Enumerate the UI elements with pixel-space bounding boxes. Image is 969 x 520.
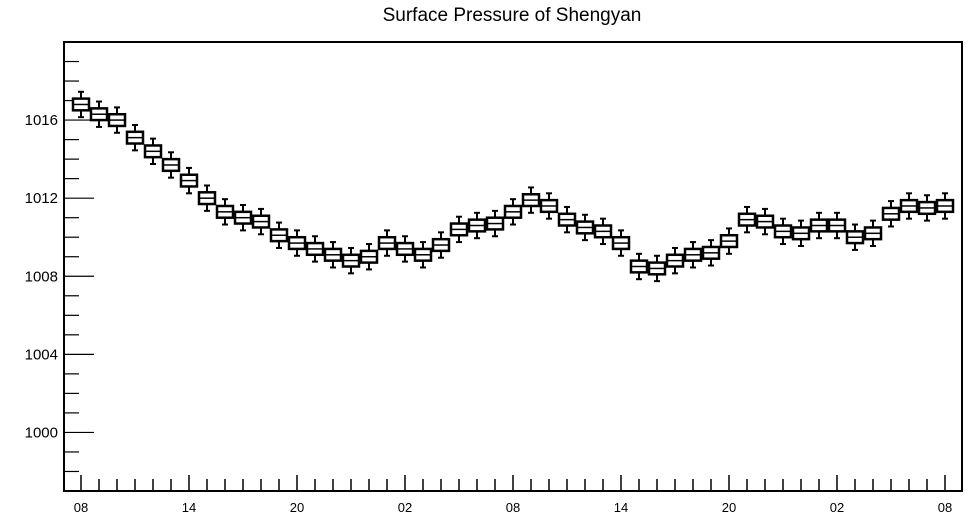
box-plot-item [467, 211, 487, 240]
box-plot-item [611, 229, 631, 257]
box-plot-item [665, 246, 685, 275]
x-tick-label: 20 [290, 500, 304, 515]
box-plot-item [827, 211, 847, 240]
x-tick-label: 14 [182, 500, 196, 515]
box-plot-item [485, 209, 505, 238]
box-plot-item [899, 192, 919, 220]
box-plot-item [575, 213, 595, 242]
x-tick-label: 14 [614, 500, 628, 515]
box-plot-item [269, 221, 289, 249]
box-plot-item [143, 137, 163, 166]
plot-frame [63, 41, 963, 492]
box-plot-item [413, 241, 433, 269]
box-plot-item [881, 200, 901, 228]
chart-title: Surface Pressure of Shengyan [383, 5, 642, 26]
x-tick-label: 20 [722, 500, 736, 515]
box-plot-item [233, 204, 253, 232]
box-series [71, 90, 955, 283]
box-plot-item [845, 223, 865, 251]
box-plot-item [755, 207, 775, 236]
x-tick-label: 08 [74, 500, 88, 515]
box-plot-item [215, 198, 235, 226]
box-plot-item [701, 239, 721, 267]
box-plot-item [323, 241, 343, 269]
box-plot-item [863, 219, 883, 248]
box-plot-item [809, 211, 829, 240]
box-plot-item [521, 186, 541, 214]
y-tick-label: 1008 [25, 268, 58, 285]
y-tick-label: 1004 [25, 346, 58, 363]
box-plot-item [107, 106, 127, 134]
box-plot-item [917, 194, 937, 222]
box-plot-item [539, 192, 559, 220]
box-plot-item [719, 227, 739, 255]
y-tick-label: 1016 [25, 112, 58, 129]
box-plot-item [251, 207, 271, 236]
box-plot-item [683, 241, 703, 269]
box-plot-item [935, 192, 955, 220]
box-plot-item [773, 217, 793, 246]
box-plot-item [71, 90, 91, 119]
box-plot-item [179, 166, 199, 195]
box-plot-item [431, 231, 451, 259]
x-tick-label: 08 [938, 500, 952, 515]
y-axis: 1000 1004 1008 1012 1016 [25, 41, 94, 492]
box-plot-item [593, 217, 613, 246]
box-plot-item [503, 198, 523, 226]
box-plot-item [557, 205, 577, 234]
box-plot-item [305, 235, 325, 263]
x-tick-label: 08 [506, 500, 520, 515]
box-plot-item [125, 123, 145, 152]
y-tick-label: 1012 [25, 190, 58, 207]
box-plot-item [359, 243, 379, 271]
x-tick-label: 02 [830, 500, 844, 515]
box-plot-item [89, 100, 109, 128]
box-plot-item [287, 229, 307, 257]
box-plot-item [341, 246, 361, 275]
box-plot-item [449, 215, 469, 244]
box-plot-item [161, 151, 181, 179]
x-tick-label: 02 [398, 500, 412, 515]
box-plot-item [377, 229, 397, 257]
box-plot-item [647, 254, 667, 283]
x-axis: 08 14 20 02 08 14 20 02 08 [74, 475, 952, 515]
box-plot-item [791, 219, 811, 248]
box-plot-item [197, 184, 217, 212]
box-plot-item [629, 252, 649, 281]
box-plot-item [737, 205, 757, 234]
y-tick-label: 1000 [25, 424, 58, 441]
box-plot-item [395, 235, 415, 263]
